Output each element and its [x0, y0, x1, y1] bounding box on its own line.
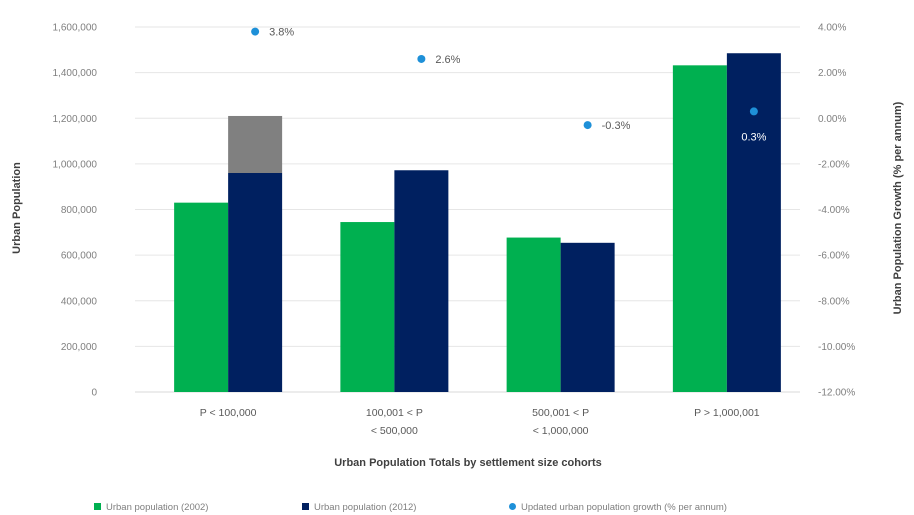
y2-tick-label: 2.00%: [818, 68, 846, 79]
y-tick-label: 1,400,000: [53, 68, 98, 79]
growth-point: [417, 54, 426, 63]
bar-2012: [726, 53, 781, 392]
bar-2002: [174, 202, 229, 392]
y-tick-label: 800,000: [61, 205, 98, 216]
y2-axis-ticks: -12.00% -10.00% -8.00% -6.00% -4.00% -2.00% 0.…: [818, 23, 855, 399]
legend: Urban population (2002) Urban population …: [94, 502, 727, 513]
bars: [174, 53, 781, 392]
bar-2012: [228, 173, 283, 392]
bar-2002: [340, 222, 395, 392]
legend-label: Urban population (2002): [106, 502, 208, 513]
legend-label: Urban population (2012): [314, 502, 416, 513]
bar-2002: [506, 237, 561, 392]
legend-swatch: [509, 503, 516, 510]
growth-label: 2.6%: [435, 54, 460, 66]
y-tick-label: 200,000: [61, 342, 98, 353]
growth-point: [749, 107, 758, 116]
category-label: P > 1,000,001: [694, 407, 760, 419]
growth-point: [251, 27, 260, 36]
growth-point: [583, 121, 592, 130]
y-tick-label: 600,000: [61, 251, 98, 262]
y2-tick-label: -6.00%: [818, 251, 850, 262]
y2-tick-label: 4.00%: [818, 23, 846, 34]
legend-label: Updated urban population growth (% per a…: [521, 502, 727, 513]
category-label: P < 100,000: [200, 407, 257, 419]
y-tick-label: 1,200,000: [53, 114, 98, 125]
y-tick-label: 400,000: [61, 296, 98, 307]
y-tick-label: 1,000,000: [53, 159, 98, 170]
category-label: 100,001 < P < 500,000: [366, 407, 423, 437]
growth-label: 3.8%: [269, 27, 294, 39]
legend-swatch: [302, 503, 309, 510]
bar-2002: [672, 65, 727, 392]
growth-points: 3.8% 2.6% -0.3% 0.3%: [251, 27, 767, 143]
bar-2012: [560, 242, 615, 392]
y2-tick-label: -8.00%: [818, 296, 850, 307]
x-axis-title: Urban Population Totals by settlement si…: [334, 457, 602, 469]
y-axis-ticks: 0 200,000 400,000 600,000 800,000 1,000,000 1,…: [53, 23, 98, 399]
bar-stacked-extra: [228, 115, 283, 173]
growth-label: -0.3%: [602, 120, 631, 132]
y2-tick-label: -12.00%: [818, 388, 855, 399]
y2-tick-label: 0.00%: [818, 114, 846, 125]
y2-tick-label: -2.00%: [818, 159, 850, 170]
y-axis-title: Urban Population: [11, 162, 23, 254]
category-label: 500,001 < P < 1,000,000: [532, 407, 589, 437]
legend-swatch: [94, 503, 101, 510]
y2-tick-label: -10.00%: [818, 342, 855, 353]
y-tick-label: 1,600,000: [53, 23, 98, 34]
y-tick-label: 0: [91, 388, 97, 399]
growth-label: 0.3%: [741, 131, 766, 143]
y2-tick-label: -4.00%: [818, 205, 850, 216]
y2-axis-title: Urban Population Growth (% per annum): [892, 101, 904, 314]
x-axis-categories: P < 100,000 100,001 < P < 500,000 500,001 <…: [200, 407, 760, 437]
bar-2012: [394, 170, 449, 392]
